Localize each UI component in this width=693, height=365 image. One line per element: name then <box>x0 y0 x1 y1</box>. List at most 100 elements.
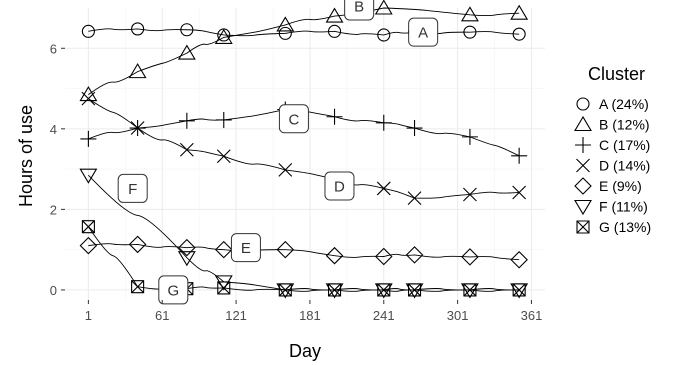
data-point <box>327 283 342 297</box>
data-point <box>326 108 343 125</box>
legend-key <box>574 115 592 132</box>
data-point <box>79 168 98 184</box>
legend-entry: G (13%) <box>576 219 651 235</box>
legend-label: C (17%) <box>599 137 650 153</box>
data-point <box>377 28 391 42</box>
axes: 1 61 121 181 241 301 361 0 2 4 6 <box>50 41 543 323</box>
x-tick-label: 361 <box>521 308 543 323</box>
data-point <box>177 251 196 267</box>
label-box <box>408 17 439 47</box>
y-tick-label: 4 <box>50 122 57 137</box>
series-line <box>88 109 520 157</box>
data-point <box>377 283 391 297</box>
data-point <box>374 0 393 15</box>
data-point <box>512 27 526 41</box>
label-box <box>324 171 355 201</box>
data-point <box>511 147 528 164</box>
data-point <box>80 130 97 147</box>
data-point <box>178 112 195 129</box>
legend-label: F (11%) <box>599 199 648 215</box>
legend-entry: F (11%) <box>574 199 648 216</box>
data-point <box>406 120 423 137</box>
data-point <box>327 24 342 38</box>
label-box <box>278 104 309 134</box>
legend-key <box>576 97 590 111</box>
data-point <box>512 283 526 297</box>
x-axis-title: Day <box>289 341 321 361</box>
data-point <box>325 246 344 265</box>
x-tick-label: 301 <box>447 308 469 323</box>
label-text: D <box>334 179 345 196</box>
data-point <box>278 163 293 177</box>
legend-key <box>576 158 590 173</box>
data-point <box>217 281 231 295</box>
series-label-a: A <box>408 17 439 47</box>
series-line <box>88 28 520 37</box>
legend-entry: C (17%) <box>575 137 650 153</box>
data-point <box>131 22 145 36</box>
data-point <box>177 44 196 60</box>
data-point <box>81 220 95 234</box>
legend-entry: E (9%) <box>574 177 642 195</box>
data-point <box>407 283 422 297</box>
x-tick-label: 1 <box>85 308 92 323</box>
label-text: B <box>354 0 364 15</box>
data-point <box>463 283 477 297</box>
data-point <box>214 240 233 259</box>
series-label-g: G <box>158 275 189 305</box>
label-text: A <box>418 25 428 42</box>
series-label-c: C <box>278 104 309 134</box>
data-point <box>130 121 145 135</box>
y-tick-label: 0 <box>50 283 57 298</box>
data-point <box>376 181 391 196</box>
label-box <box>117 173 148 203</box>
data-point <box>215 111 232 128</box>
legend-key <box>576 220 590 234</box>
data-point <box>128 63 147 79</box>
data-point <box>81 24 95 38</box>
legend-key <box>575 137 591 153</box>
label-text: E <box>241 240 251 257</box>
data-point <box>512 185 527 200</box>
data-point <box>510 4 529 20</box>
legend-entry: A (24%) <box>576 96 649 112</box>
label-box <box>230 233 261 263</box>
label-text: C <box>289 111 300 128</box>
data-point <box>463 187 477 202</box>
data-point <box>374 247 393 266</box>
data-point <box>276 16 295 32</box>
data-point <box>178 238 196 257</box>
series-b <box>79 0 529 102</box>
data-point <box>510 250 528 269</box>
series-line <box>88 98 520 199</box>
label-box <box>158 275 189 305</box>
data-point <box>216 149 231 164</box>
data-point <box>375 114 392 131</box>
legend: Cluster A (24%) B (12%) C (17%) D (14%) E (9… <box>574 64 651 235</box>
legend-entry: B (12%) <box>574 115 650 133</box>
y-tick-label: 6 <box>50 41 57 56</box>
legend-title: Cluster <box>588 64 645 84</box>
legend-label: D (14%) <box>599 158 650 174</box>
series-layer <box>79 0 529 299</box>
data-point <box>214 28 233 44</box>
series-line <box>88 7 520 95</box>
data-point <box>180 23 194 37</box>
grid <box>65 8 545 300</box>
data-point <box>276 240 295 259</box>
legend-label: E (9%) <box>599 178 642 194</box>
data-point <box>461 128 478 145</box>
series-labels: A B C D E F G <box>117 0 439 305</box>
data-point <box>131 280 145 294</box>
data-point <box>278 283 292 297</box>
data-point <box>407 191 422 205</box>
x-tick-label: 121 <box>225 308 247 323</box>
label-text: F <box>128 181 137 198</box>
x-tick-label: 181 <box>299 308 321 323</box>
legend-label: G (13%) <box>599 219 651 235</box>
series-c <box>80 101 528 164</box>
series-e <box>79 235 528 269</box>
x-tick-label: 61 <box>155 308 169 323</box>
series-d <box>81 91 527 205</box>
